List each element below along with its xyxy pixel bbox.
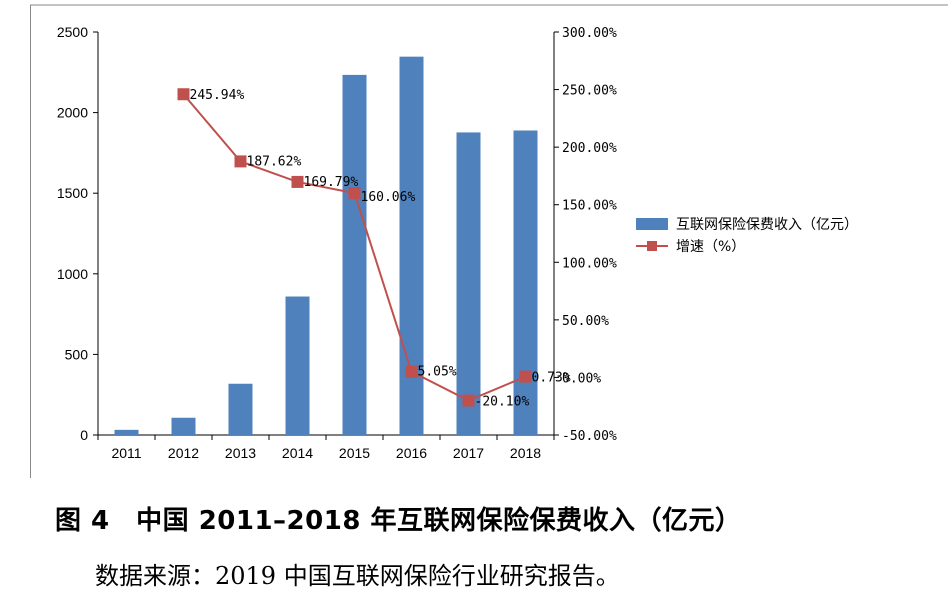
bar-2017 xyxy=(456,132,481,435)
y-right-tick-label: 150.00% xyxy=(562,199,617,214)
growth-marker-2018 xyxy=(519,370,532,383)
y-left-tick-label: 0 xyxy=(80,427,88,443)
figure-caption: 图 4 中国 2011–2018 年互联网保险保费收入（亿元） xyxy=(55,506,742,536)
data-source-note: 数据来源：2019 中国互联网保险行业研究报告。 xyxy=(95,562,620,590)
bar-2012 xyxy=(171,417,196,435)
x-tick-label: 2012 xyxy=(168,445,199,461)
growth-data-label: -20.10% xyxy=(475,395,530,410)
y-right-tick-label: -50.00% xyxy=(562,429,617,444)
y-right-tick-label: 200.00% xyxy=(562,141,617,156)
growth-marker-2014 xyxy=(291,175,304,188)
y-right-tick-label: 0.00% xyxy=(562,371,601,386)
legend-label-premium: 互联网保险保费收入（亿元） xyxy=(676,217,858,233)
x-tick-label: 2011 xyxy=(111,445,141,461)
y-left-tick-label: 2500 xyxy=(57,24,88,40)
x-tick-label: 2017 xyxy=(453,445,484,461)
chart-frame: 0 500 1000 1500 2000 2500 -50.00% 0.00% 50.00% 10… xyxy=(30,0,948,478)
growth-marker-2012 xyxy=(177,88,190,101)
x-tick-label: 2013 xyxy=(225,445,256,461)
growth-data-label: 160.06% xyxy=(361,190,416,205)
growth-data-label: 169.79% xyxy=(304,175,359,190)
legend-swatch-marker xyxy=(647,241,657,251)
bar-2018 xyxy=(513,130,538,435)
bar-2015 xyxy=(342,74,367,435)
growth-data-label: 245.94% xyxy=(190,88,245,103)
y-left-tick-label: 500 xyxy=(65,346,89,362)
growth-marker-2017 xyxy=(462,394,475,407)
y-right-tick-label: 300.00% xyxy=(562,26,617,41)
y-left-tick-label: 2000 xyxy=(57,105,88,121)
growth-data-label: 187.62% xyxy=(247,154,302,169)
growth-marker-2013 xyxy=(234,155,247,168)
bar-2011 xyxy=(114,429,139,435)
x-tick-label: 2016 xyxy=(396,445,427,461)
growth-data-label: 0.73% xyxy=(532,371,571,386)
y-left-tick-label: 1500 xyxy=(57,185,88,201)
growth-data-label: 5.05% xyxy=(418,365,457,380)
bar-2014 xyxy=(285,296,310,435)
y-right-tick-label: 250.00% xyxy=(562,84,617,99)
x-tick-label: 2014 xyxy=(282,445,313,461)
bar-2013 xyxy=(228,383,253,435)
y-right-tick-label: 100.00% xyxy=(562,256,617,271)
x-tick-label: 2015 xyxy=(339,445,370,461)
growth-marker-2015 xyxy=(348,187,361,200)
legend-swatch-bar xyxy=(636,218,668,230)
legend-label-growth: 增速（%） xyxy=(676,239,745,255)
y-left-tick-label: 1000 xyxy=(57,266,88,282)
chart-svg: 0 500 1000 1500 2000 2500 -50.00% 0.00% 50.00% 10… xyxy=(30,4,948,478)
y-right-tick-label: 50.00% xyxy=(562,314,609,329)
x-tick-label: 2018 xyxy=(510,445,541,461)
growth-marker-2016 xyxy=(405,365,418,378)
